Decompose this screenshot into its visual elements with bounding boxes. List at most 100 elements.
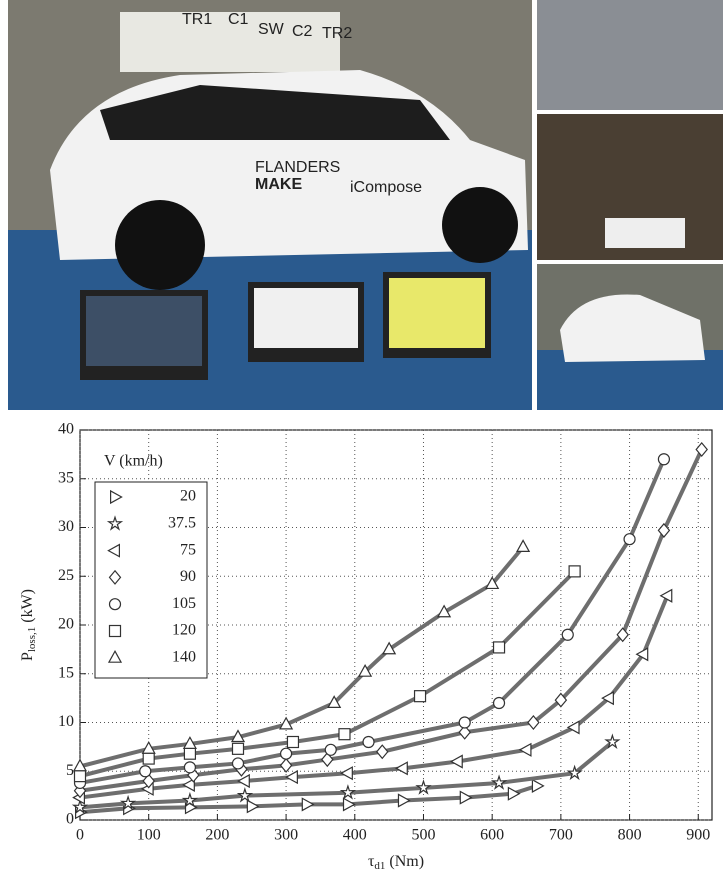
marker xyxy=(108,569,122,585)
marker xyxy=(449,754,463,769)
marker xyxy=(507,786,521,801)
x-axis-label-symbol: τ xyxy=(368,853,375,870)
marker xyxy=(119,794,137,811)
y-tick-label: 35 xyxy=(58,469,74,486)
y-tick-label: 10 xyxy=(58,713,74,730)
marker xyxy=(485,576,500,590)
marker xyxy=(616,627,629,643)
y-tick-label: 25 xyxy=(58,567,74,584)
cabinet-label: TR1 xyxy=(182,11,212,28)
marker xyxy=(554,692,568,708)
marker xyxy=(518,742,532,757)
marker xyxy=(231,757,245,770)
laptop-screen xyxy=(86,296,202,366)
car-windows xyxy=(100,85,450,140)
legend-label: 75 xyxy=(180,541,196,558)
marker xyxy=(397,793,411,808)
marker xyxy=(181,791,199,808)
marker xyxy=(492,641,506,654)
x-tick-label: 800 xyxy=(618,827,642,844)
cabinet-label: C1 xyxy=(228,11,249,28)
legend-label: 140 xyxy=(172,648,196,665)
marker xyxy=(490,774,508,790)
marker xyxy=(695,441,708,458)
logo: iCompose xyxy=(350,179,422,196)
photo-underbody xyxy=(537,0,723,110)
marker xyxy=(321,752,334,768)
x-tick-label: 400 xyxy=(343,827,367,844)
marker xyxy=(142,752,155,765)
cabinet-label: C2 xyxy=(292,23,313,40)
marker xyxy=(382,641,397,655)
x-tick-label: 300 xyxy=(274,827,298,844)
marker xyxy=(230,729,246,743)
legend-title: V (km/h) xyxy=(104,453,163,470)
x-tick-label: 0 xyxy=(76,827,84,844)
series-line xyxy=(79,458,666,785)
marker xyxy=(73,770,87,783)
marker xyxy=(437,604,452,618)
marker xyxy=(236,787,254,803)
marker xyxy=(342,797,356,812)
marker xyxy=(339,784,357,800)
marker xyxy=(109,489,123,505)
x-tick-label: 100 xyxy=(137,827,161,844)
warning-sign xyxy=(605,218,685,248)
marker xyxy=(231,742,245,755)
photos: TR1 C1 SW C2 TR2 FLANDERS MAKE iCompose xyxy=(8,0,723,410)
marker xyxy=(107,649,123,663)
marker xyxy=(601,691,614,706)
y-tick-label: 20 xyxy=(58,616,74,633)
marker xyxy=(531,778,545,793)
marker xyxy=(182,777,195,792)
laptop-screen xyxy=(389,278,485,348)
marker xyxy=(395,761,408,776)
y-axis-label-unit: (kW) xyxy=(19,589,36,627)
marker xyxy=(183,747,197,760)
y-axis-label: Ploss,1 (kW) xyxy=(19,589,38,661)
legend-label: 105 xyxy=(172,595,196,612)
marker xyxy=(413,690,427,703)
cabinets xyxy=(120,12,340,72)
y-tick-label: 40 xyxy=(58,421,74,438)
logo: MAKE xyxy=(255,176,302,193)
marker xyxy=(301,797,315,812)
laptop-screen xyxy=(254,288,358,348)
legend-label: 120 xyxy=(172,622,196,639)
marker xyxy=(324,743,337,756)
marker xyxy=(108,598,122,611)
marker xyxy=(566,764,583,781)
x-tick-label: 600 xyxy=(480,827,504,844)
marker xyxy=(527,714,540,731)
marker xyxy=(338,728,351,741)
x-tick-label: 900 xyxy=(686,827,710,844)
cabinet-label: TR2 xyxy=(322,25,352,42)
marker xyxy=(657,453,671,466)
marker xyxy=(279,716,294,730)
marker xyxy=(142,773,155,789)
y-tick-label: 30 xyxy=(58,518,74,535)
marker xyxy=(358,663,373,677)
marker xyxy=(183,761,197,774)
logo: FLANDERS xyxy=(255,159,340,176)
marker xyxy=(623,533,636,546)
marker xyxy=(279,747,293,760)
marker xyxy=(141,740,156,754)
marker xyxy=(561,628,574,641)
y-axis-label-symbol: P xyxy=(19,652,36,661)
marker xyxy=(182,736,197,749)
marker xyxy=(107,543,121,558)
y-tick-label: 5 xyxy=(66,762,74,779)
marker xyxy=(659,588,673,603)
marker xyxy=(285,770,298,785)
marker xyxy=(375,744,389,760)
marker xyxy=(72,758,88,772)
marker xyxy=(246,799,260,814)
marker xyxy=(657,522,671,538)
marker xyxy=(604,733,621,749)
y-tick-label: 0 xyxy=(66,811,74,828)
marker xyxy=(492,696,506,710)
marker xyxy=(108,624,122,638)
marker xyxy=(139,765,152,778)
